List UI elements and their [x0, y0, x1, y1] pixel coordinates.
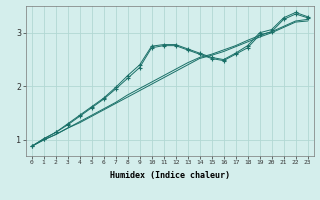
X-axis label: Humidex (Indice chaleur): Humidex (Indice chaleur) — [109, 171, 230, 180]
